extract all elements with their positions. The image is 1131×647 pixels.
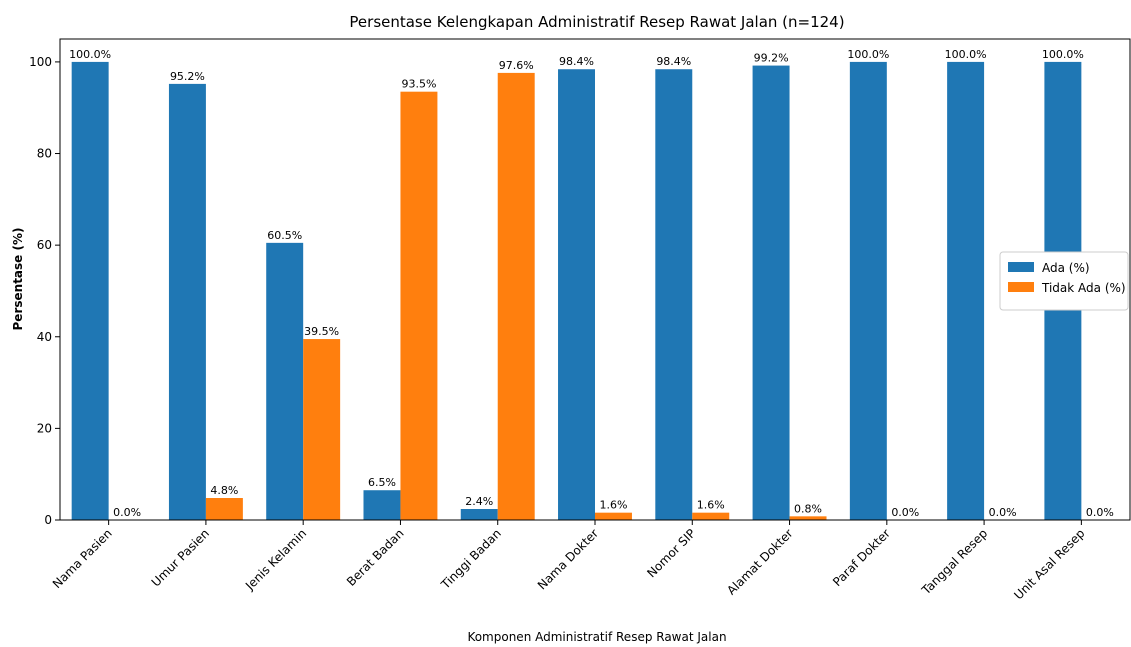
bar-ada-6 [558,69,595,520]
bar-ada-9 [849,61,887,521]
x-tick-label: Nomor SIP [644,526,698,580]
bar-tidak-ada-3 [303,339,341,520]
data-label: 93.5% [401,78,436,91]
y-tick-label: 20 [37,421,52,435]
data-label: 1.6% [600,499,628,512]
bar-ada-4 [363,490,401,520]
bar-ada-3 [266,242,304,520]
bar-ada-2 [168,83,206,520]
data-label: 39.5% [304,325,339,338]
data-label: 0.0% [113,506,141,519]
y-axis-label: Persentase (%) [11,228,25,331]
bar-tidak-ada-6 [595,512,632,520]
bar-tidak-ada-2 [205,498,243,520]
y-tick-label: 40 [37,330,52,344]
data-label: 100.0% [1042,48,1084,61]
data-label: 100.0% [69,48,111,61]
data-label: 60.5% [267,229,302,242]
data-label: 0.0% [989,506,1017,519]
legend-swatch [1008,282,1034,292]
x-tick-label: Unit Asal Resep [1011,526,1087,602]
legend: Ada (%) Tidak Ada (%) [999,251,1129,311]
data-label: 99.2% [754,52,789,65]
y-tick-label: 0 [44,513,52,527]
bar-ada-7 [655,69,693,520]
x-tick-label: Nama Pasien [50,526,115,591]
chart-title: Persentase Kelengkapan Administratif Res… [349,13,844,31]
y-tick-label: 60 [37,238,52,252]
legend-label: Ada (%) [1042,261,1090,275]
bar-tidak-ada-7 [692,512,730,520]
data-label: 0.8% [794,502,822,515]
x-axis-label: Komponen Administratif Resep Rawat Jalan [467,630,726,644]
data-label: 95.2% [170,70,205,83]
data-label: 0.0% [1086,506,1114,519]
data-label: 4.8% [210,484,238,497]
data-label: 100.0% [945,48,987,61]
y-tick-label: 100 [29,55,52,69]
bar-ada-1 [71,61,109,521]
bar-tidak-ada-8 [789,516,827,520]
legend-swatch [1008,262,1034,272]
bar-ada-10 [947,61,985,521]
x-tick-label: Tanggal Resep [918,526,990,598]
bar-tidak-ada-4 [400,91,438,520]
x-tick-label: Tinggi Badan [438,526,504,592]
data-label: 2.4% [465,495,493,508]
data-label: 1.6% [697,499,725,512]
data-label: 0.0% [891,506,919,519]
bar-ada-8 [752,65,790,521]
x-tick-label: Berat Badan [344,526,407,589]
data-label: 98.4% [656,55,691,68]
data-label: 97.6% [499,59,534,72]
data-label: 98.4% [559,55,594,68]
x-tick-label: Umur Pasien [149,526,212,589]
legend-label: Tidak Ada (%) [1041,281,1126,295]
data-label: 6.5% [368,476,396,489]
plot-area: 100.0% 95.2% 60.5% 6.5% 2.4% 98.4% 98.4% 99.2% 1… [69,48,1114,521]
bar-tidak-ada-5 [497,72,535,520]
bar-ada-5 [460,509,498,520]
data-label: 100.0% [847,48,889,61]
y-tick-label: 80 [37,147,52,161]
x-tick-label: Nama Dokter [535,526,601,592]
x-tick-label: Paraf Dokter [830,526,893,589]
x-tick-label: Jenis Kelamin [242,526,309,593]
x-tick-label: Alamat Dokter [724,526,795,597]
